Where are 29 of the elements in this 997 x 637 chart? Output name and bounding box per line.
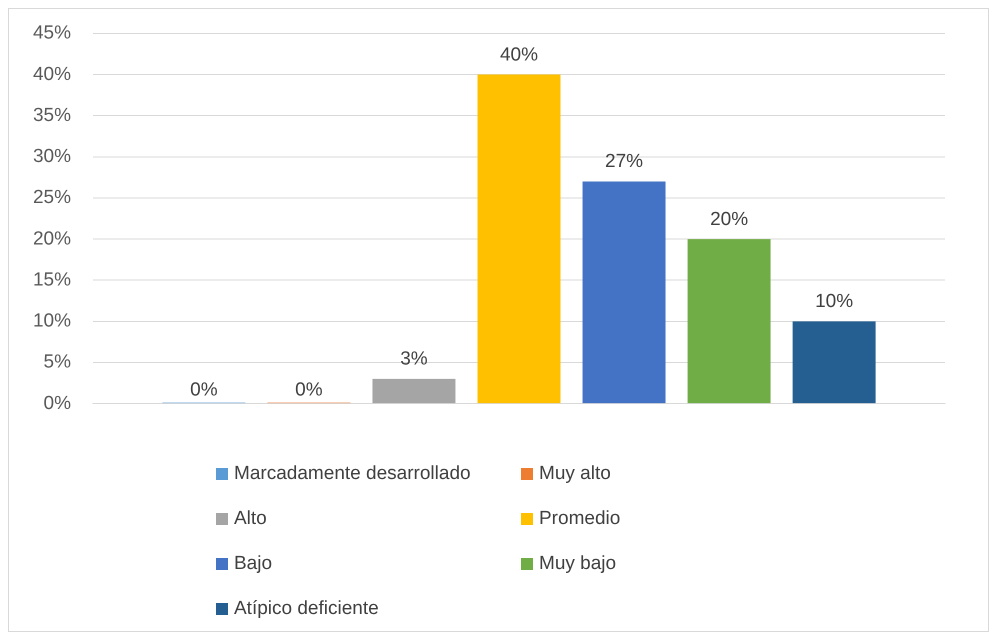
data-label: 27% [605, 151, 644, 172]
bar [478, 74, 560, 404]
bar [688, 239, 771, 404]
y-tick-label: 35% [32, 104, 72, 126]
bar [372, 378, 456, 404]
legend-label: Bajo [234, 552, 272, 574]
data-label: 40% [500, 44, 538, 66]
y-tick-label: 5% [44, 352, 72, 373]
data-label: 3% [400, 348, 428, 370]
y-tick-label: 25% [32, 187, 72, 208]
data-label: 0% [295, 379, 323, 400]
y-tick-label: 10% [32, 310, 72, 332]
data-label: 10% [815, 291, 854, 312]
legend-label: Muy bajo [539, 552, 616, 574]
legend-label: Alto [234, 508, 267, 530]
y-tick-label: 20% [32, 228, 72, 250]
bar [792, 321, 876, 404]
legend-label: Promedio [539, 508, 620, 530]
y-tick-label: 40% [32, 64, 72, 85]
data-label: 20% [710, 208, 748, 230]
y-tick-label: 15% [32, 269, 72, 290]
y-tick-label: 0% [44, 392, 72, 414]
legend-label: Atípico deficiente [234, 598, 379, 620]
y-tick-label: 30% [32, 146, 72, 168]
y-tick-label: 45% [32, 22, 72, 44]
bar [582, 181, 666, 404]
legend-label: Marcadamente desarrollado [234, 462, 471, 484]
data-label: 0% [190, 379, 218, 400]
legend-label: Muy alto [539, 462, 611, 484]
